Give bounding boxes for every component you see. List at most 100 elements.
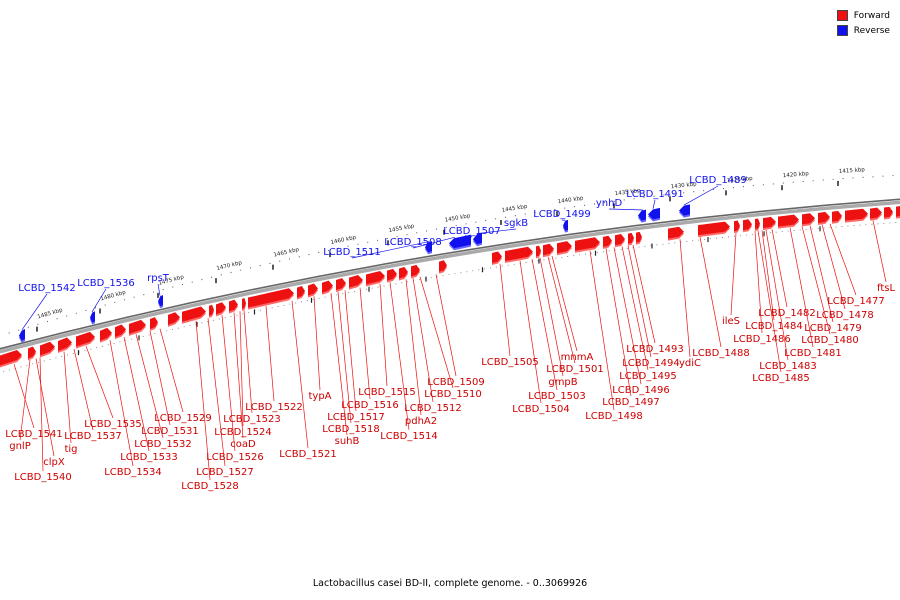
forward-gene: [536, 245, 541, 257]
forward-gene: [58, 337, 72, 351]
forward-leader-line: [547, 256, 576, 364]
forward-leader-line: [789, 227, 814, 348]
forward-gene-label: LCBD_1501: [546, 364, 604, 375]
forward-gene-label: typA: [308, 391, 331, 402]
forward-leader-line: [207, 318, 226, 467]
forward-gene-label: LCBD_1509: [427, 377, 485, 388]
kbp-tick-label: 1480 kbp: [100, 290, 127, 303]
kbp-tick-label: 1455 kbp: [388, 223, 415, 234]
forward-gene-label: LCBD_1495: [619, 371, 677, 382]
forward-gene: [668, 226, 684, 239]
reverse-gene: [679, 204, 690, 216]
forward-gene-label: ftsL: [877, 283, 895, 294]
forward-leader-line: [829, 223, 857, 296]
forward-gene: [115, 324, 126, 338]
reverse-gene-label: LCBD_1499: [533, 209, 591, 220]
forward-gene: [763, 216, 776, 229]
kbp-tick-label: 1460 kbp: [330, 235, 357, 246]
forward-gene: [492, 251, 502, 264]
kbp-tick-label: 1445 kbp: [501, 204, 528, 214]
forward-gene: [366, 271, 385, 285]
reverse-gene: [638, 209, 646, 221]
forward-gene: [229, 299, 238, 312]
forward-leader-line: [330, 292, 348, 436]
forward-gene-label: LCBD_1527: [196, 467, 254, 478]
forward-gene: [884, 206, 893, 218]
forward-gene: [308, 283, 318, 296]
reverse-gene: [563, 219, 568, 231]
forward-gene: [543, 243, 554, 256]
forward-leader-line: [337, 291, 352, 424]
kbp-tick-label: 1420 kbp: [783, 171, 810, 179]
forward-gene-label: LCBD_1510: [424, 389, 482, 400]
forward-gene: [297, 286, 305, 298]
backbone: [0, 198, 900, 350]
forward-gene-label: clpX: [43, 457, 65, 468]
kbp-tick-label: 1440 kbp: [557, 195, 584, 205]
forward-leader-line: [313, 296, 321, 391]
forward-leader-line: [419, 276, 454, 389]
forward-gene: [778, 214, 799, 227]
forward-gene-label: LCBD_1537: [64, 431, 122, 442]
reverse-gene: [158, 295, 163, 307]
forward-gene: [336, 278, 346, 291]
reverse-leader-line: [476, 228, 517, 234]
forward-leader-line: [551, 255, 578, 352]
forward-gene: [216, 302, 226, 315]
forward-gene-label: LCBD_1485: [752, 373, 810, 384]
reverse-gene: [648, 207, 660, 220]
forward-gene-label: pdhA2: [405, 416, 437, 427]
forward-leader-line: [35, 358, 55, 457]
forward-gene-label: LCBD_1482: [758, 308, 816, 319]
forward-gene: [755, 218, 760, 229]
forward-gene-label: LCBD_1521: [279, 449, 337, 460]
reverse-gene-label: LCBD_1489: [689, 175, 747, 186]
forward-leader-line: [621, 246, 649, 371]
forward-leader-line: [149, 330, 171, 426]
forward-gene: [698, 221, 730, 236]
reverse-gene-label: LCBD_1536: [77, 278, 135, 289]
forward-gene-label: LCBD_1522: [245, 402, 303, 413]
forward-gene: [248, 288, 294, 308]
reverse-gene-label: rpsT: [147, 273, 170, 284]
forward-leader-line: [499, 263, 511, 357]
forward-leader-line: [412, 278, 434, 403]
forward-gene-label: LCBD_1534: [104, 467, 162, 478]
forward-gene-label: LCBD_1532: [134, 439, 192, 450]
forward-genes: [0, 206, 900, 368]
forward-leader-line: [809, 225, 834, 323]
forward-leader-line: [39, 357, 44, 472]
forward-gene: [129, 319, 146, 334]
forward-leader-line: [627, 245, 652, 358]
reverse-gene: [425, 241, 432, 253]
forward-leader-line: [632, 244, 656, 344]
legend-forward-label: Forward: [853, 10, 890, 21]
forward-leader-line: [699, 236, 722, 348]
forward-gene-label: LCBD_1512: [404, 403, 462, 414]
reverse-gene-label: ynhD: [596, 198, 623, 209]
forward-gene-label: LCBD_1518: [322, 424, 380, 435]
forward-leader-line: [221, 315, 236, 452]
forward-gene-label: LCBD_1505: [481, 357, 539, 368]
forward-leader-line: [109, 340, 134, 467]
forward-gene-label: coaD: [230, 439, 256, 450]
forward-gene-label: LCBD_1523: [223, 414, 281, 425]
forward-gene-label: LCBD_1515: [358, 387, 416, 398]
forward-leader-line: [135, 334, 164, 439]
reverse-gene: [473, 232, 482, 245]
forward-swatch: [836, 10, 848, 21]
forward-gene-label: LCBD_1480: [801, 335, 859, 346]
forward-gene-labels: LCBD_1541gnlPclpXLCBD_1540tigLCBD_1537LC…: [5, 283, 895, 492]
forward-gene: [242, 297, 246, 309]
reverse-gene-label: sgkB: [504, 218, 528, 229]
reverse-gene-label: LCBD_1507: [443, 226, 501, 237]
forward-gene-label: LCBD_1481: [784, 348, 842, 359]
kbp-tick-label: 1470 kbp: [216, 260, 243, 272]
kbp-tick-label: 1465 kbp: [273, 247, 300, 259]
forward-leader-line: [63, 351, 72, 444]
forward-leader-line: [435, 274, 457, 377]
forward-leader-line: [195, 320, 211, 481]
kbp-tick-label: 1425 kbp: [727, 176, 754, 185]
forward-leader-line: [123, 336, 150, 452]
reverse-gene-label: LCBD_1542: [18, 283, 76, 294]
